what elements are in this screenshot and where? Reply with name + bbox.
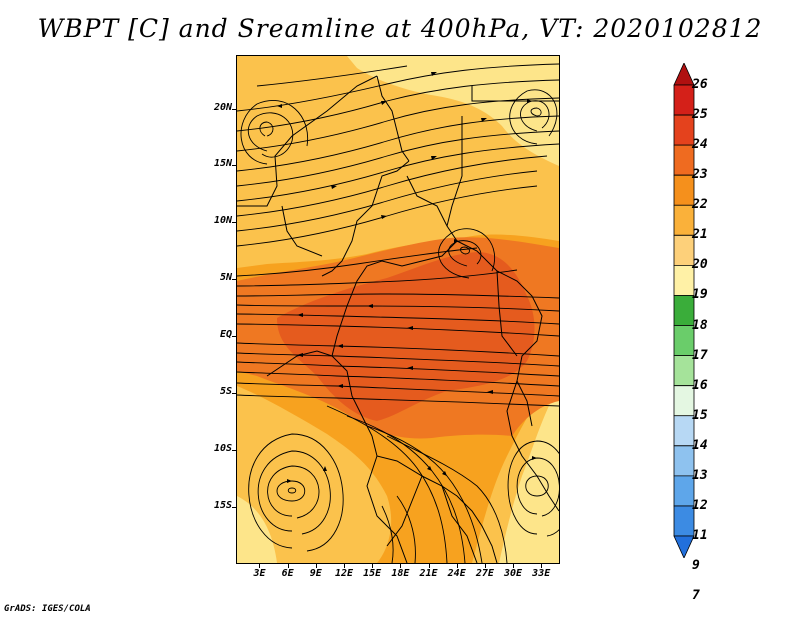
lat-label: 20N bbox=[213, 101, 232, 113]
colorbar-swatch bbox=[673, 234, 695, 266]
shading-20-21-north bbox=[237, 56, 559, 268]
colorbar-swatch bbox=[673, 415, 695, 447]
lat-label: 5N bbox=[219, 272, 232, 284]
colorbar-label: 14 bbox=[692, 437, 708, 453]
lat-tick bbox=[232, 222, 236, 224]
colorbar-label: 9 bbox=[692, 558, 700, 574]
colorbar-label: 12 bbox=[692, 497, 708, 513]
colorbar-label: 21 bbox=[692, 227, 708, 243]
lon-label: 12E bbox=[334, 568, 354, 579]
colorbar-label: 22 bbox=[692, 197, 708, 213]
shading-20-21-southwest bbox=[237, 386, 392, 563]
colorbar-swatch bbox=[673, 144, 695, 176]
colorbar-label: 19 bbox=[692, 287, 708, 303]
country-borders bbox=[237, 75, 559, 563]
lon-tick bbox=[372, 564, 374, 568]
lon-label: 18E bbox=[391, 568, 410, 579]
lon-tick bbox=[287, 564, 289, 568]
colorbar-label: 24 bbox=[692, 137, 708, 153]
lat-tick bbox=[232, 108, 236, 110]
colorbar-swatch bbox=[673, 445, 695, 477]
lon-label: 15E bbox=[363, 568, 382, 579]
colorbar-label: 11 bbox=[692, 528, 708, 543]
colorbar-label: 23 bbox=[692, 167, 708, 183]
lat-label: 10S bbox=[213, 443, 232, 455]
lon-tick bbox=[428, 564, 430, 568]
shading-19-20-east bbox=[499, 386, 559, 563]
lon-label: 9E bbox=[309, 568, 322, 579]
map-panel bbox=[236, 55, 560, 564]
lat-tick bbox=[232, 507, 236, 509]
colorbar-label: 18 bbox=[692, 317, 708, 333]
streamline-arrows bbox=[277, 72, 537, 483]
lon-label: 3E bbox=[253, 568, 266, 579]
lat-tick bbox=[232, 165, 236, 167]
lat-tick bbox=[232, 279, 236, 281]
lon-label: 24E bbox=[447, 568, 466, 579]
footer-credit: GrADS: IGES/COLA bbox=[4, 604, 91, 614]
lat-label: 10N bbox=[213, 215, 232, 227]
lat-label: 5S bbox=[219, 386, 232, 398]
colorbar-label: 7 bbox=[692, 588, 700, 604]
colorbar-label: 25 bbox=[692, 107, 708, 123]
lon-tick bbox=[513, 564, 515, 568]
colorbar-label: 17 bbox=[692, 347, 708, 363]
colorbar-swatch bbox=[673, 63, 695, 86]
colorbar bbox=[673, 63, 695, 558]
chart-title: WBPT [C] and Sreamline at 400hPa, VT: 20… bbox=[37, 14, 763, 43]
colorbar-label: 13 bbox=[692, 467, 708, 483]
lon-label: 33E bbox=[532, 568, 551, 579]
colorbar-swatch bbox=[673, 355, 695, 387]
colorbar-label: 16 bbox=[692, 377, 708, 393]
colorbar-swatch bbox=[673, 174, 695, 206]
map-canvas bbox=[237, 56, 559, 563]
lon-tick bbox=[344, 564, 345, 568]
colorbar-label: 20 bbox=[692, 257, 708, 273]
colorbar-swatch bbox=[673, 385, 695, 417]
colorbar-label: 26 bbox=[692, 77, 708, 92]
shading-19-20-north bbox=[347, 56, 559, 166]
lat-label: EQ bbox=[219, 329, 232, 341]
lat-label: 15S bbox=[213, 500, 232, 512]
colorbar-swatch bbox=[673, 535, 695, 558]
colorbar-label: 15 bbox=[692, 407, 708, 423]
colorbar-swatch bbox=[673, 265, 695, 296]
colorbar-swatch bbox=[673, 114, 695, 146]
lon-label: 21E bbox=[419, 568, 438, 579]
colorbar-swatch bbox=[673, 325, 695, 356]
lon-tick bbox=[259, 564, 261, 568]
lon-label: 6E bbox=[281, 568, 294, 579]
lat-tick bbox=[232, 336, 236, 338]
lat-tick bbox=[232, 450, 236, 452]
lon-tick bbox=[456, 564, 458, 568]
lat-label: 15N bbox=[213, 158, 232, 170]
lon-tick bbox=[315, 564, 317, 568]
colorbar-swatch bbox=[673, 505, 695, 537]
colorbar-swatch bbox=[673, 204, 695, 236]
shading-19-20-sw bbox=[237, 496, 277, 563]
lon-tick bbox=[400, 564, 402, 568]
lat-tick bbox=[232, 393, 236, 395]
lon-tick bbox=[541, 564, 543, 568]
colorbar-swatch bbox=[673, 84, 695, 116]
colorbar-swatch bbox=[673, 295, 695, 326]
colorbar-swatch bbox=[673, 475, 695, 507]
lon-tick bbox=[484, 564, 486, 568]
lon-label: 27E bbox=[475, 568, 494, 579]
lon-label: 30E bbox=[504, 568, 523, 579]
